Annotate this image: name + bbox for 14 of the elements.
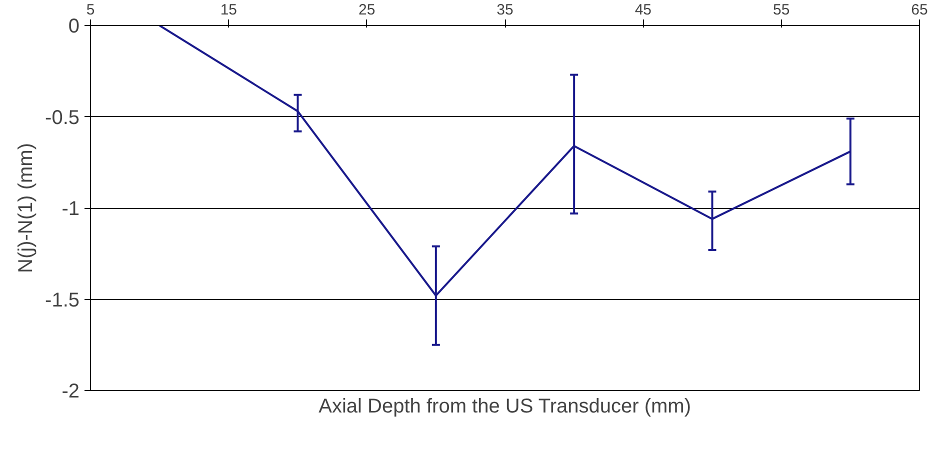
x-tick-label: 5 bbox=[86, 2, 95, 18]
y-tick-label: 0 bbox=[68, 16, 80, 38]
x-tick-label: 25 bbox=[358, 2, 376, 18]
y-tick-label: -1 bbox=[62, 198, 80, 220]
x-tick-label: 55 bbox=[772, 2, 790, 18]
x-tick-label: 45 bbox=[634, 2, 652, 18]
y-tick-label: -1.5 bbox=[45, 289, 80, 312]
y-tick-label: -2 bbox=[62, 380, 80, 402]
y-tick-label: -0.5 bbox=[45, 106, 80, 129]
x-axis-title: Axial Depth from the US Transducer (mm) bbox=[318, 396, 691, 418]
y-axis-title: N(j)-N(1) (mm) bbox=[15, 143, 38, 273]
x-tick-label: 15 bbox=[220, 2, 238, 18]
x-tick-label: 35 bbox=[496, 2, 514, 18]
x-tick-label: 65 bbox=[911, 2, 928, 18]
